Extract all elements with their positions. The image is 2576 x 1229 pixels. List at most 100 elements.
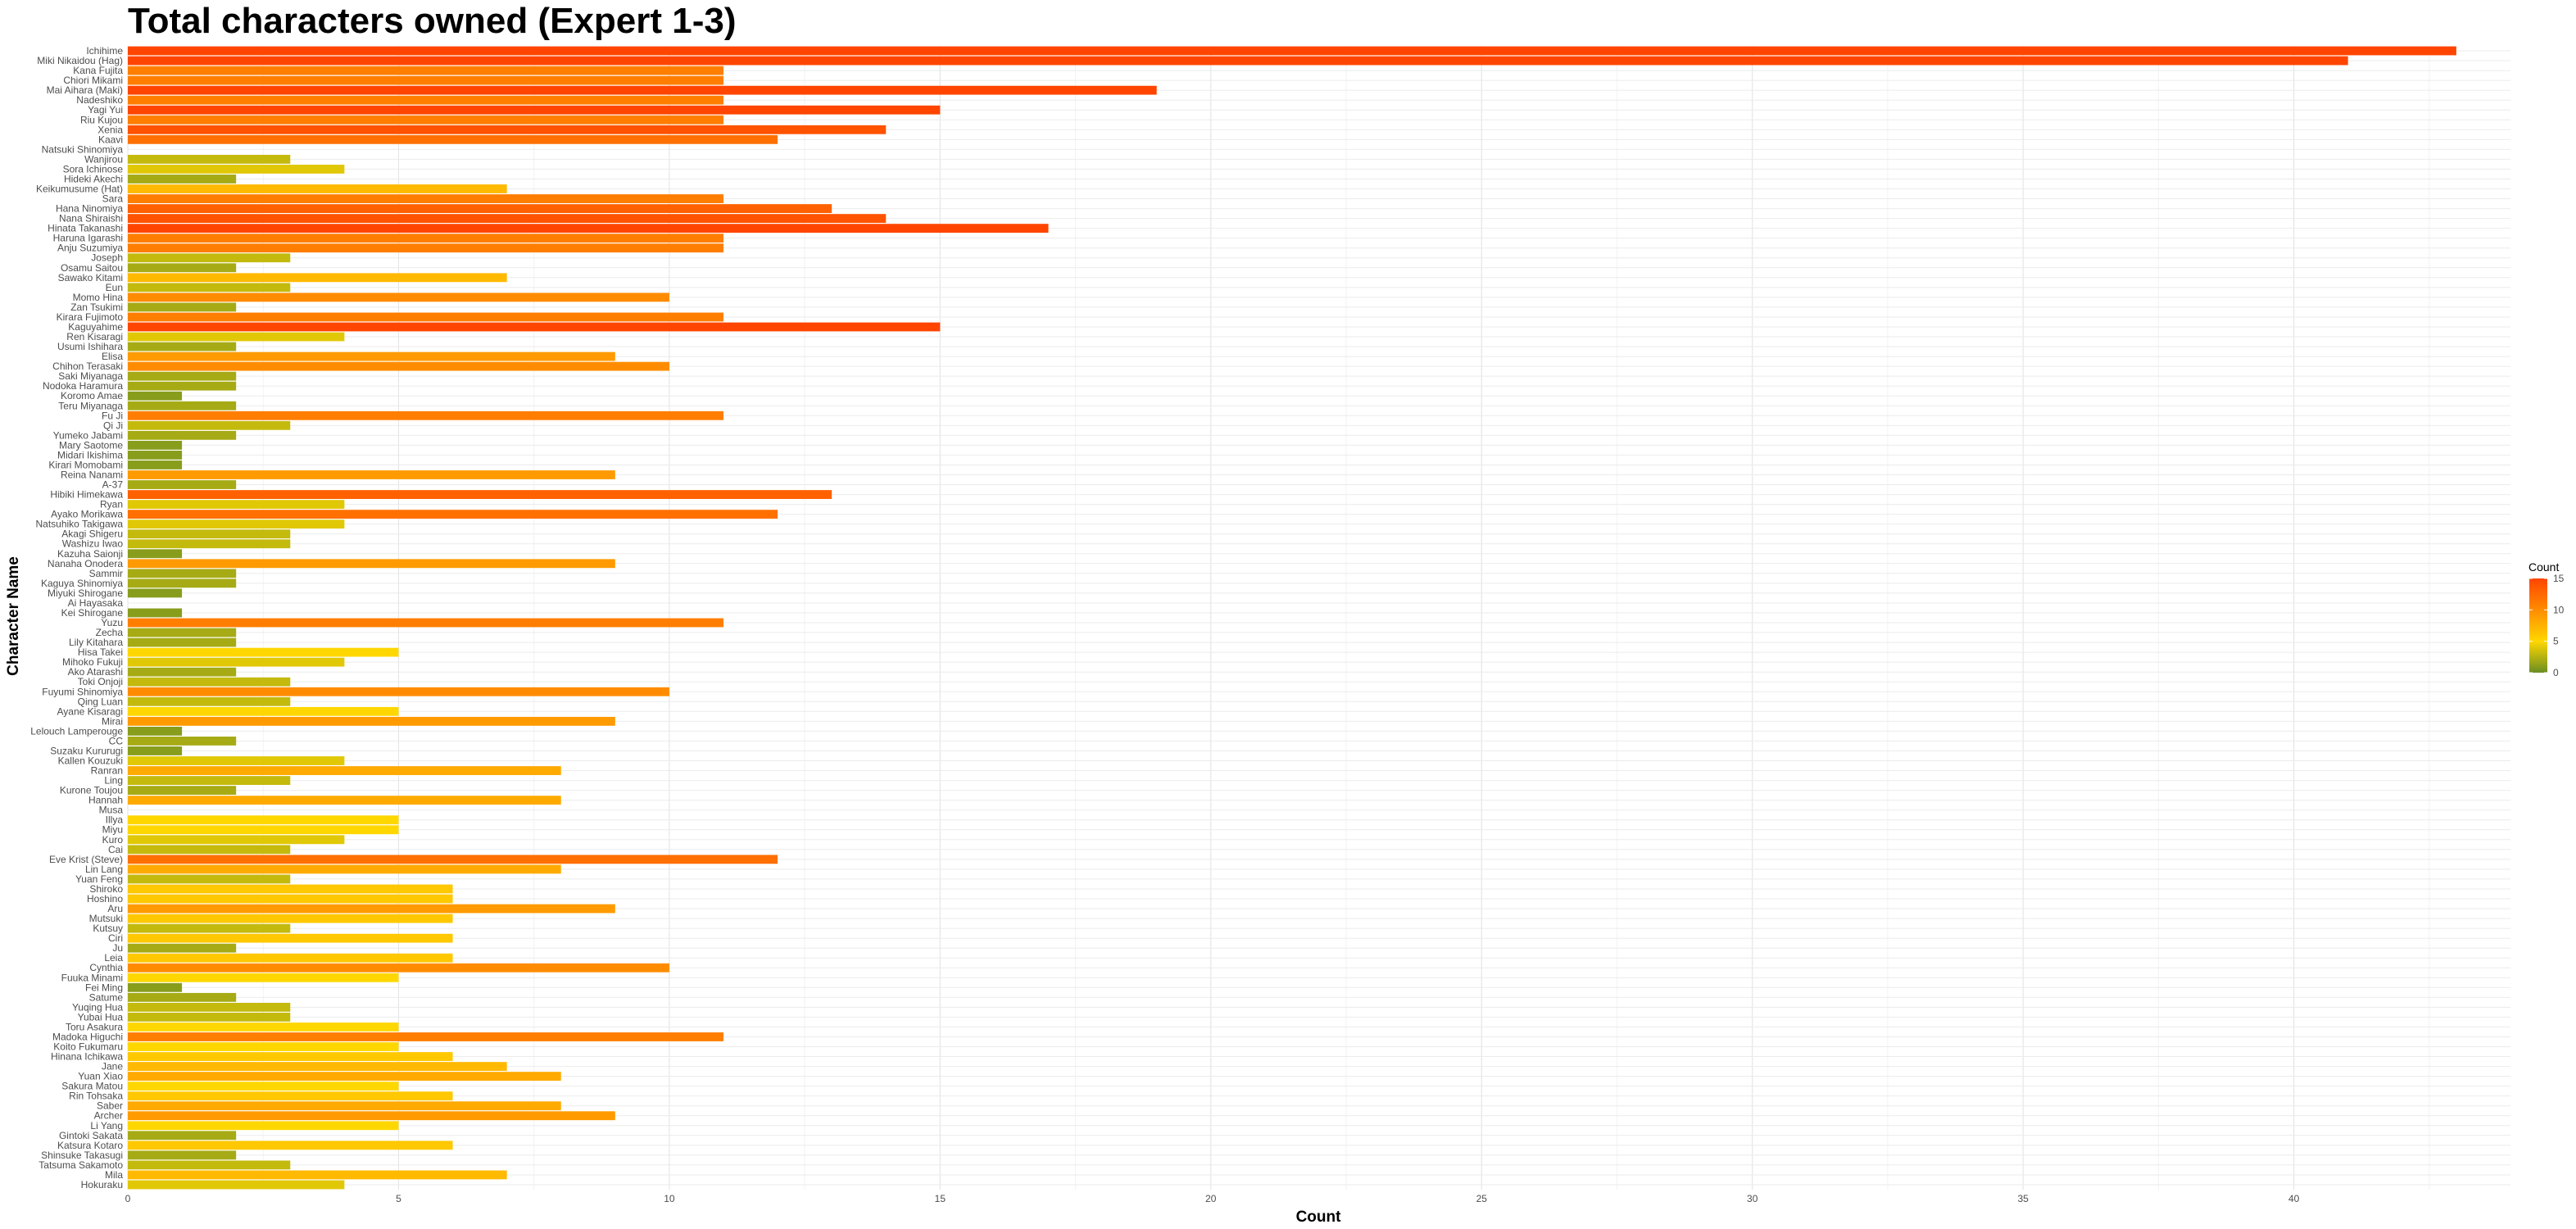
y-tick-label: Ciri [108,932,123,944]
bar [128,529,291,539]
y-tick-label: Zan Tsukimi [70,302,123,313]
y-tick-label: Kallen Kouzuki [58,755,123,767]
y-tick-label: Chiori Mikami [63,75,123,86]
y-tick-label: Riu Kujou [80,114,123,125]
y-tick-label: Hideki Akechi [64,173,123,184]
legend-tick-label: 10 [2553,604,2565,615]
y-tick-label: Koito Fukumaru [53,1041,123,1053]
y-tick-label: Qing Luan [78,696,123,707]
y-tick-label: Momo Hina [73,292,124,303]
bar [128,1002,291,1012]
y-tick-label: Hannah [88,795,123,806]
bar [128,194,723,203]
bar [128,726,183,736]
y-tick-label: Yuqing Hua [72,1001,123,1013]
legend: Count 0 5 10 15 [2528,560,2565,678]
y-tick-label: Wanjirou [84,153,123,165]
y-tick-label: Natsuki Shinomiya [42,143,124,155]
y-tick-label: Suzaku Kururugi [50,745,123,756]
bar [128,420,291,430]
bar [128,342,237,351]
bar [128,243,723,253]
bar [128,302,237,312]
bar [128,1180,345,1190]
bar [128,637,237,647]
y-tick-label: Saki Miyanaga [58,370,123,382]
y-tick-label: Kurone Toujou [60,785,123,796]
y-tick-label: Natsuhiko Takigawa [35,519,123,530]
y-tick-label: Ryan [100,499,123,510]
bar [128,460,183,469]
bar [128,391,183,401]
bar [128,134,778,144]
bar [128,451,183,460]
bar [128,519,345,529]
bar [128,1072,561,1082]
bar [128,1150,237,1160]
bar [128,904,615,914]
bar [128,1042,399,1051]
bar [128,175,237,184]
bar [128,322,941,332]
y-tick-label: Hisa Takei [78,646,123,658]
y-tick-label: Ren Kisaragi [66,331,123,342]
y-tick-label: Yumeko Jabami [53,429,123,441]
y-tick-label: Kutsuy [93,923,123,934]
x-tick-label: 35 [2018,1193,2030,1204]
bar [128,677,291,687]
y-tick-label: Miki Nikaidou (Hag) [37,55,123,66]
x-axis-title: Count [1296,1209,1342,1226]
y-tick-label: Cynthia [89,962,123,973]
bar [128,796,561,805]
y-tick-label: Toki Onjoji [78,676,123,687]
y-tick-label: Toru Asakura [66,1021,123,1032]
y-tick-label: Ai Hayasaka [68,597,124,609]
y-tick-label: Yuan Xiao [78,1071,123,1082]
y-tick-label: Mirai [102,715,123,727]
y-tick-label: Fuuka Minami [61,972,123,983]
y-tick-label: Yuan Feng [75,873,123,885]
bar [128,371,237,381]
y-tick-label: Osamu Saitou [61,262,123,274]
y-tick-label: Ichihime [86,45,123,57]
y-tick-label: Kei Shirogane [61,607,124,619]
y-tick-label: Hokuraku [81,1179,123,1190]
bar [128,1121,399,1131]
y-tick-label: Chihon Terasaki [52,361,123,372]
bar [128,115,723,125]
y-tick-label: CC [109,735,124,746]
bar [128,95,723,105]
y-tick-label: Madoka Higuchi [52,1031,123,1042]
y-tick-label: Mai Aihara (Maki) [47,84,123,96]
bar [128,234,723,243]
bar [128,933,453,943]
y-tick-label: Kana Fujita [73,65,123,76]
y-tick-label: Hana Ninomiya [56,203,123,215]
y-tick-label: A-37 [102,479,124,491]
y-tick-label: Shinsuke Takasugi [41,1150,123,1161]
bar [128,410,723,420]
y-tick-label: Leia [104,952,123,964]
bar [128,283,291,293]
y-tick-label: Lin Lang [85,864,123,875]
y-tick-label: Rin Tohsaka [69,1091,123,1102]
y-tick-label: Reina Nanami [61,469,123,481]
bar [128,1091,453,1101]
legend-tick-label: 15 [2553,573,2565,584]
bar [128,253,291,263]
bar [128,46,2456,56]
bar [128,490,832,499]
y-tick-label: Zecha [96,627,124,638]
y-tick-label: Sammir [89,568,123,579]
bar [128,618,723,628]
bar [128,588,183,598]
bar [128,500,345,510]
y-tick-label: Miyu [102,824,123,836]
y-tick-label: Yubai Hua [78,1011,124,1023]
y-tick-label: Eun [106,282,123,293]
bar [128,855,778,864]
bar [128,332,345,342]
x-tick-label: 10 [664,1193,675,1204]
y-tick-label: Xenia [98,124,123,135]
x-tick-label: 40 [2288,1193,2300,1204]
